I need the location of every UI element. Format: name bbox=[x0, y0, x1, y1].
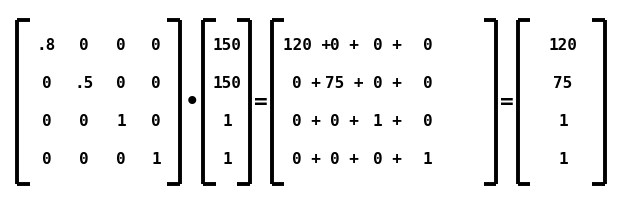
Text: 1: 1 bbox=[558, 114, 568, 129]
Text: 1: 1 bbox=[151, 152, 161, 168]
Text: 0 +: 0 + bbox=[373, 38, 402, 52]
Text: 120: 120 bbox=[549, 38, 577, 52]
Text: 0 +: 0 + bbox=[330, 114, 358, 129]
Text: 1: 1 bbox=[222, 114, 232, 129]
Text: 0: 0 bbox=[116, 152, 126, 168]
Text: 0 +: 0 + bbox=[373, 76, 402, 91]
Text: 0: 0 bbox=[116, 38, 126, 52]
Text: 0 +: 0 + bbox=[293, 76, 321, 91]
Text: 0: 0 bbox=[423, 38, 433, 52]
Text: 1: 1 bbox=[222, 152, 232, 168]
Text: 0: 0 bbox=[423, 114, 433, 129]
Text: 0 +: 0 + bbox=[330, 38, 358, 52]
Text: •: • bbox=[185, 91, 200, 114]
Text: 0: 0 bbox=[423, 76, 433, 91]
Text: 0: 0 bbox=[42, 114, 51, 129]
Text: 0: 0 bbox=[79, 114, 89, 129]
Text: 0: 0 bbox=[116, 76, 126, 91]
Text: 0: 0 bbox=[151, 38, 161, 52]
Text: 0 +: 0 + bbox=[293, 152, 321, 168]
Text: 120 +: 120 + bbox=[283, 38, 331, 52]
Text: 0: 0 bbox=[42, 152, 51, 168]
Text: 75: 75 bbox=[553, 76, 573, 91]
Text: 0: 0 bbox=[42, 76, 51, 91]
Text: 0: 0 bbox=[79, 152, 89, 168]
Text: 150: 150 bbox=[213, 38, 241, 52]
Text: 1: 1 bbox=[423, 152, 433, 168]
Text: 1: 1 bbox=[558, 152, 568, 168]
Text: 1 +: 1 + bbox=[373, 114, 402, 129]
Text: 1: 1 bbox=[116, 114, 126, 129]
Text: 0: 0 bbox=[79, 38, 89, 52]
Text: 75 +: 75 + bbox=[325, 76, 363, 91]
Text: .8: .8 bbox=[37, 38, 56, 52]
Text: 0: 0 bbox=[151, 114, 161, 129]
Text: .5: .5 bbox=[74, 76, 94, 91]
Text: 150: 150 bbox=[213, 76, 241, 91]
Text: 0 +: 0 + bbox=[373, 152, 402, 168]
Text: 0 +: 0 + bbox=[293, 114, 321, 129]
Text: =: = bbox=[252, 93, 268, 112]
Text: 0: 0 bbox=[151, 76, 161, 91]
Text: =: = bbox=[498, 93, 515, 112]
Text: 0 +: 0 + bbox=[330, 152, 358, 168]
